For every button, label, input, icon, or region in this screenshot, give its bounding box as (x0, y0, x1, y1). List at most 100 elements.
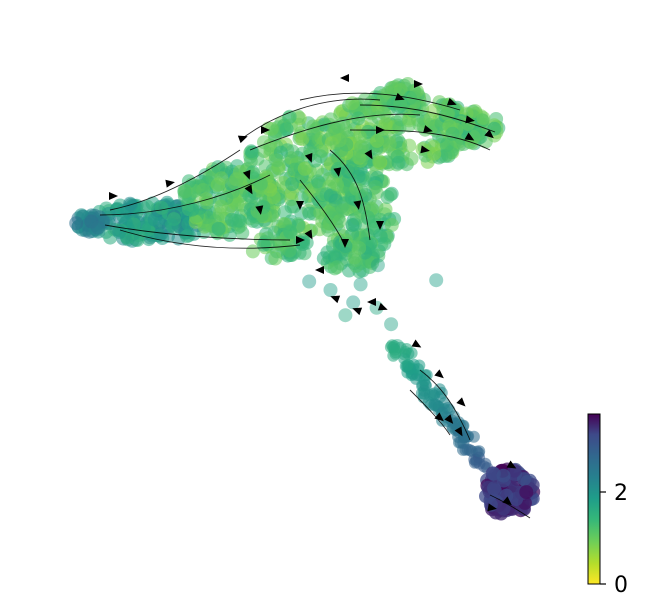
cell-point (360, 210, 375, 225)
velocity-arrowhead (341, 239, 349, 248)
cell-point (214, 199, 228, 214)
cell-point (382, 137, 397, 152)
streamline (419, 369, 471, 441)
velocity-arrowhead (315, 266, 324, 274)
cell-point (380, 190, 395, 204)
velocity-arrowhead (423, 125, 433, 133)
cell-point (335, 203, 350, 218)
cell-point (330, 177, 344, 192)
cell-point (287, 162, 302, 177)
cell-point (519, 485, 534, 500)
cell-point (499, 488, 514, 503)
cell-point (347, 250, 362, 265)
cell-point (400, 343, 413, 355)
velocity-arrowhead (367, 298, 376, 306)
cell-point (345, 96, 360, 111)
cell-point (377, 106, 392, 121)
cell-point (440, 107, 455, 122)
streamline (119, 229, 301, 249)
cell-point (316, 251, 331, 266)
velocity-arrowhead (244, 184, 253, 195)
velocity-arrowhead (434, 369, 444, 379)
cell-point (351, 169, 366, 184)
cell-point (297, 161, 312, 176)
velocity-arrowhead (465, 115, 475, 124)
cell-point (210, 177, 225, 192)
cell-point (196, 183, 211, 197)
cell-point (177, 185, 192, 200)
velocity-arrowhead (444, 414, 454, 424)
cell-point (284, 199, 299, 214)
cell-point (351, 111, 366, 126)
cell-point (400, 77, 415, 91)
velocity-arrowhead (414, 80, 423, 88)
velocity-arrowhead (261, 126, 270, 134)
cell-point (140, 199, 155, 214)
velocity-arrowhead (376, 221, 384, 230)
velocity-arrowhead (340, 74, 349, 82)
cell-point (123, 196, 138, 211)
cell-point (253, 176, 268, 191)
cell-point (429, 273, 444, 288)
cell-point (370, 258, 385, 273)
velocity-arrowhead (411, 339, 422, 348)
streamline (99, 174, 271, 216)
cell-point (313, 149, 328, 164)
velocity-arrowhead (420, 145, 430, 154)
cell-point (476, 111, 491, 126)
cell-point (323, 112, 338, 127)
cell-point (254, 208, 269, 223)
velocity-arrowhead (165, 179, 175, 188)
velocity-arrowhead (394, 92, 405, 101)
velocity-arrowhead (484, 129, 494, 139)
cell-point (264, 121, 279, 136)
cell-point (417, 391, 430, 404)
velocity-arrowhead (376, 126, 385, 134)
cell-point (266, 190, 281, 205)
colorbar-tick-label-0: 0 (614, 573, 628, 598)
colorbar-tick-label-2: 2 (614, 481, 628, 506)
cell-point (428, 387, 441, 400)
streamline (359, 104, 496, 133)
cell-point (445, 126, 460, 141)
cell-point (230, 197, 245, 212)
cell-point (384, 218, 399, 232)
cell-point (244, 144, 259, 159)
cell-point (268, 251, 283, 266)
velocity-arrowhead (330, 295, 341, 304)
cell-point (353, 277, 368, 292)
cell-point (303, 143, 318, 158)
cell-point (364, 106, 379, 121)
cell-point (147, 212, 162, 227)
cell-point (470, 127, 485, 142)
cell-point (346, 295, 361, 310)
cell-point (279, 122, 294, 137)
cell-point (112, 225, 127, 239)
cell-point (199, 195, 214, 210)
cell-point (272, 235, 287, 250)
velocity-arrowhead (242, 169, 251, 180)
cell-point (282, 109, 297, 124)
cell-point (401, 358, 414, 371)
velocity-arrowhead (296, 236, 305, 244)
streamline (329, 149, 371, 241)
velocity-arrowhead (333, 167, 342, 177)
velocity-arrowhead (304, 229, 313, 240)
cell-point (332, 214, 347, 229)
cell-point (91, 220, 106, 235)
cell-point (283, 225, 298, 240)
cell-point (384, 317, 399, 332)
velocity-arrowhead (364, 149, 373, 160)
cell-point (473, 445, 486, 458)
cell-point (386, 339, 399, 352)
cell-point (188, 214, 203, 229)
cell-point (302, 206, 317, 221)
cell-point (116, 209, 131, 223)
streamline (104, 224, 291, 241)
cell-point (154, 200, 169, 215)
cell-point (427, 146, 442, 161)
cell-point (164, 218, 179, 233)
streamline (109, 149, 241, 211)
cell-point (352, 129, 367, 144)
